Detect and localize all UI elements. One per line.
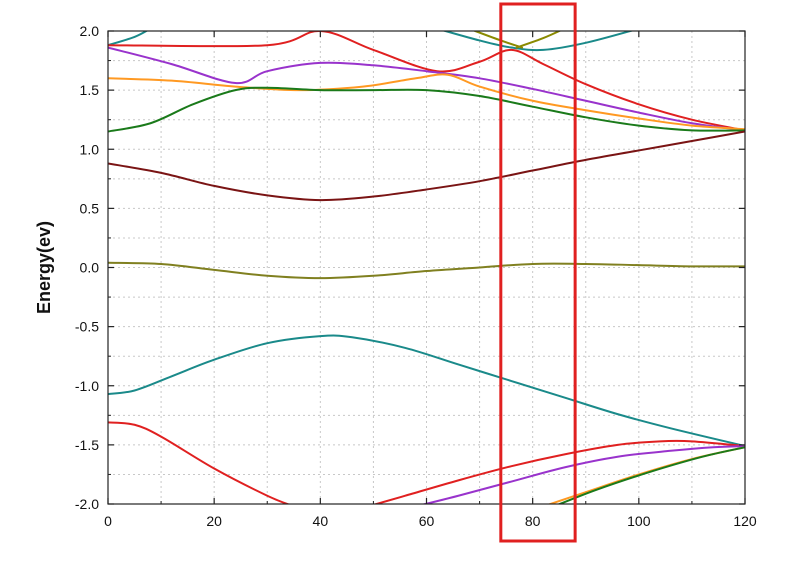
y-tick-label: 0.5 <box>80 200 100 216</box>
y-tick-label: -0.5 <box>75 319 99 335</box>
highlight-box <box>499 2 577 543</box>
band-line-16 <box>557 446 745 504</box>
x-tick-labels: 0 20 40 60 80 100 120 <box>104 513 757 529</box>
band-line-13 <box>372 439 745 504</box>
band-line-4 <box>515 31 562 49</box>
band-line-7 <box>108 73 745 131</box>
y-tick-label: -1.5 <box>75 437 99 453</box>
band-line-2 <box>441 31 635 52</box>
x-tick-label: 120 <box>733 513 757 529</box>
series-layer <box>108 31 745 504</box>
y-tick-label: 2.0 <box>80 23 100 39</box>
y-tick-label: 1.0 <box>80 141 100 157</box>
y-tick-labels: -2.0 -1.5 -1.0 -0.5 0.0 0.5 1.0 1.5 2.0 <box>75 23 99 512</box>
tick-marks <box>107 30 746 505</box>
band-line-12 <box>108 421 291 504</box>
y-tick-label: -1.0 <box>75 378 99 394</box>
band-line-10 <box>108 261 745 280</box>
band-line-14 <box>421 445 745 504</box>
y-tick-label: 1.5 <box>80 82 100 98</box>
x-tick-label: 20 <box>206 513 222 529</box>
x-tick-label: 80 <box>525 513 541 529</box>
x-tick-label: 60 <box>419 513 435 529</box>
y-tick-label: 0.0 <box>80 260 100 276</box>
x-tick-label: 40 <box>313 513 329 529</box>
band-line-6 <box>108 46 745 132</box>
y-tick-label: -2.0 <box>75 496 99 512</box>
band-line-8 <box>108 86 745 133</box>
y-axis-title: Energy(ev) <box>34 221 54 314</box>
band-line-1 <box>108 31 149 47</box>
band-line-5 <box>108 31 745 132</box>
band-line-11 <box>108 334 745 448</box>
x-tick-label: 0 <box>104 513 112 529</box>
x-tick-label: 100 <box>627 513 651 529</box>
grid-lines <box>108 31 745 504</box>
band-line-9 <box>108 130 745 202</box>
